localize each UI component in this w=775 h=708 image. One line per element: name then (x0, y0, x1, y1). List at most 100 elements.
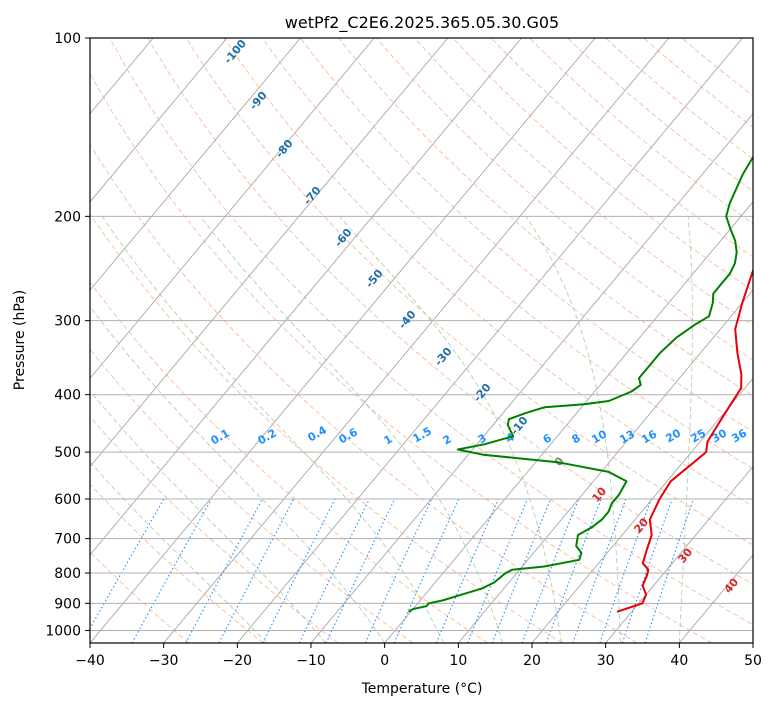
mixing-ratio-label: 8 (570, 431, 583, 446)
moist-adiabat-line (90, 305, 386, 643)
x-axis-ticks: −40 −30 −20 −10 0 10 20 30 40 50 (75, 643, 762, 669)
dry-adiabat-line (90, 348, 414, 643)
y-tick-label: 200 (54, 209, 81, 225)
dry-adiabat-label: 10 (589, 484, 609, 504)
y-tick-label: 900 (54, 596, 81, 612)
mixing-ratio-line (262, 498, 336, 643)
dry-adiabat-label: -90 (247, 89, 270, 113)
x-tick-label: 20 (523, 653, 541, 669)
temperature-profile-line (616, 268, 753, 613)
dry-adiabat-line (567, 38, 753, 192)
dry-adiabat-line (147, 38, 753, 585)
dry-adiabat-line (414, 38, 753, 326)
moist-adiabat-line (339, 216, 562, 643)
x-tick-label: 40 (670, 653, 688, 669)
isotherm-line (90, 38, 301, 291)
y-tick-label: 400 (54, 388, 81, 404)
mixing-ratio-label: 13 (617, 428, 637, 447)
x-tick-label: 0 (380, 653, 389, 669)
dewpoint-profile-line (407, 155, 753, 613)
dry-adiabat-label: -20 (471, 381, 494, 405)
dry-adiabat-line (90, 281, 488, 643)
x-tick-label: 50 (744, 653, 762, 669)
mixing-ratio-label: 1 (382, 432, 395, 447)
x-tick-label: 30 (597, 653, 615, 669)
mixing-ratio-line (621, 498, 673, 643)
x-tick-label: −40 (75, 653, 105, 669)
dry-adiabat-line (643, 38, 753, 128)
isotherm-line (90, 38, 375, 380)
y-tick-label: 100 (54, 31, 81, 47)
dry-adiabat-line (338, 38, 753, 397)
dry-adiabat-line (90, 551, 190, 643)
dry-adiabat-line (452, 38, 753, 292)
mixing-ratio-line (185, 498, 263, 643)
dry-adiabat-label: 40 (721, 575, 741, 595)
isotherm-line (310, 112, 753, 643)
mixing-ratio-labels: 0.1 0.2 0.4 0.6 1 1.5 2 3 4 6 8 10 13 16 20 25 30 36 (209, 423, 750, 447)
isotherm-line (90, 38, 228, 203)
isotherm-line (90, 38, 449, 468)
moist-adiabat-line (525, 216, 621, 643)
dry-adiabat-line (528, 38, 753, 225)
isotherm-line (163, 38, 670, 643)
mixing-ratio-line (491, 498, 552, 643)
mixing-ratio-label: 36 (729, 426, 749, 445)
mixing-ratio-label: 25 (688, 427, 708, 446)
y-tick-label: 800 (54, 566, 81, 582)
dry-adiabat-label: 20 (631, 515, 651, 535)
mixing-ratio-label: 2 (441, 432, 454, 447)
moist-adiabat-line (90, 461, 268, 643)
dry-adiabat-label: -70 (301, 184, 324, 208)
mixing-ratio-label: 0.1 (209, 426, 232, 447)
x-tick-label: 10 (449, 653, 467, 669)
isotherm-line (605, 465, 753, 643)
isotherm-line (90, 38, 522, 556)
dry-adiabat-line (90, 213, 563, 643)
mixing-ratio-label: 1.5 (411, 424, 434, 445)
mixing-ratio-line (298, 498, 370, 643)
mixing-ratio-line (572, 498, 627, 643)
dry-adiabat-line (376, 38, 753, 361)
y-tick-label: 300 (54, 314, 81, 330)
dry-adiabat-line (261, 38, 753, 470)
mixing-ratio-label: 30 (709, 426, 729, 445)
dry-adiabat-line (681, 38, 753, 97)
dry-adiabat-line (185, 38, 753, 546)
moist-adiabat-line (199, 216, 503, 643)
x-tick-label: −30 (149, 653, 179, 669)
pressure-gridlines (90, 38, 753, 631)
y-tick-label: 1000 (45, 623, 81, 639)
isotherm-line (90, 38, 596, 643)
mixing-ratio-line (599, 498, 652, 643)
background-lines (0, 38, 753, 643)
dry-adiabat-line (90, 483, 264, 643)
mixing-ratio-label: 0.4 (306, 423, 330, 444)
isotherm-line (0, 38, 6, 643)
mixing-ratio-line (466, 498, 529, 643)
y-tick-label: 700 (54, 532, 81, 548)
mixing-ratio-label: 6 (541, 431, 554, 446)
mixing-ratio-line (131, 498, 212, 643)
dry-adiabat-label: -40 (396, 308, 419, 332)
isotherm-line (236, 38, 743, 643)
x-axis-label: Temperature (°C) (361, 681, 483, 697)
mixing-ratio-line (644, 498, 695, 643)
y-tick-label: 500 (54, 445, 81, 461)
mixing-ratio-line (218, 498, 295, 643)
dry-adiabat-line (90, 143, 638, 643)
moist-adiabat-line (678, 216, 693, 643)
plot-frame (89, 37, 754, 644)
mixing-ratio-line (545, 498, 602, 643)
isotherm-line (384, 201, 753, 643)
dry-adiabat-label: -50 (363, 267, 386, 291)
y-axis-label: Pressure (hPa) (12, 290, 28, 390)
dry-adiabat-line (90, 72, 712, 643)
isotherm-line (678, 554, 753, 643)
x-tick-label: −20 (223, 653, 253, 669)
isotherm-line (531, 377, 753, 643)
mixing-ratio-line (364, 498, 433, 643)
mixing-ratio-label: 0.6 (337, 425, 361, 446)
